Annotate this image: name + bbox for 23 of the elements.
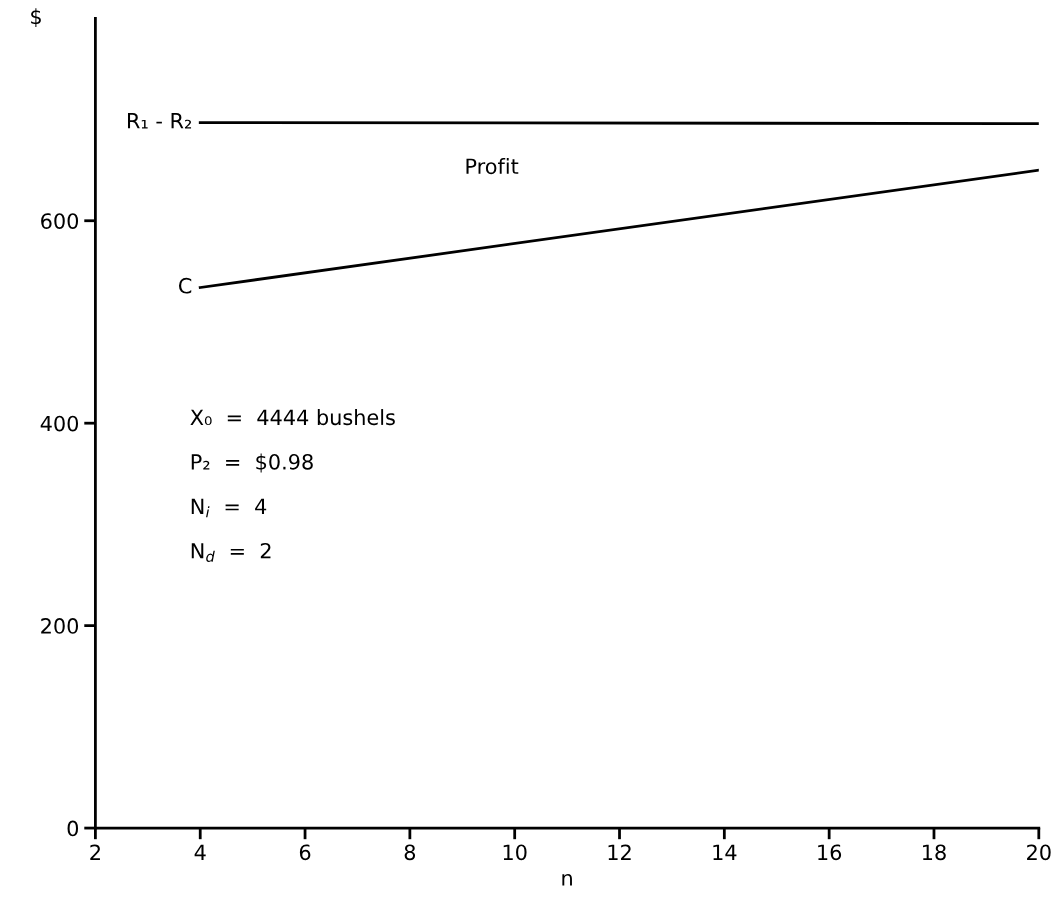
x-tick-label: 10	[503, 844, 527, 861]
series-label: C	[178, 277, 192, 294]
annotation: N$_{i}$ = 4	[191, 498, 267, 518]
annotation: N$_{d}$ = 2	[191, 542, 271, 562]
y-tick-label: 400	[40, 415, 79, 432]
x-tick-label: 8	[404, 844, 416, 861]
y-tick-label: 200	[41, 618, 79, 634]
x-tick-label: 6	[299, 844, 311, 861]
x-tick-label: 20	[1027, 844, 1051, 861]
y-tick-label: 0	[67, 820, 79, 837]
x-tick-label: 16	[818, 844, 842, 861]
annotation: X₀ = 4444 bushels	[190, 409, 395, 426]
x-tick-label: 2	[90, 844, 100, 860]
series-label: R₁ - R₂	[127, 113, 192, 129]
x-tick-label: 14	[713, 844, 737, 860]
y-axis-title: $	[31, 8, 41, 28]
y-tick-label: 600	[41, 213, 79, 229]
x-tick-label: 18	[923, 844, 946, 861]
annotation: Profit	[466, 158, 519, 175]
annotation: P₂ = $0.98	[191, 453, 313, 473]
x-axis-title: n	[562, 873, 572, 886]
x-tick-label: 12	[608, 844, 631, 860]
x-tick-label: 4	[194, 844, 206, 860]
